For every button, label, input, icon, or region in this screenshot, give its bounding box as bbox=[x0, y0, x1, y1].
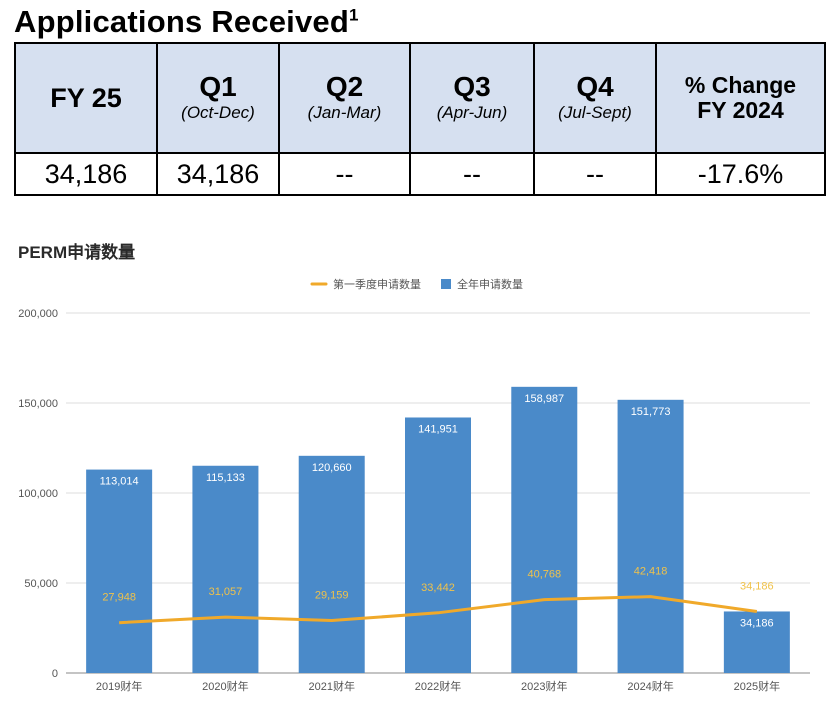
table-header-row: FY 25 Q1 (Oct-Dec) Q2 (Jan-Mar) Q3 (Apr-Jun… bbox=[14, 42, 826, 154]
y-tick-label: 50,000 bbox=[24, 578, 58, 590]
x-tick-label: 2023财年 bbox=[521, 679, 567, 693]
header-change: % Change FY 2024 bbox=[655, 42, 826, 154]
legend-line-label: 第一季度申请数量 bbox=[333, 277, 421, 291]
bar bbox=[192, 465, 259, 673]
bar-value-label: 115,133 bbox=[206, 472, 245, 484]
x-tick-label: 2019财年 bbox=[96, 679, 142, 693]
q4-label: Q4 bbox=[576, 71, 614, 102]
y-tick-label: 0 bbox=[52, 668, 58, 680]
table-value-row: 34,186 34,186 -- -- -- -17.6% bbox=[14, 152, 826, 196]
line-value-label: 33,442 bbox=[421, 582, 455, 594]
bar bbox=[617, 399, 684, 673]
q3-label: Q3 bbox=[453, 71, 491, 102]
bar bbox=[298, 455, 365, 673]
x-tick-label: 2021财年 bbox=[308, 679, 354, 693]
change-value: -17.6% bbox=[655, 152, 826, 196]
change-label-1: % Change bbox=[684, 72, 797, 98]
bar bbox=[405, 417, 471, 673]
header-q3: Q3 (Apr-Jun) bbox=[409, 42, 535, 154]
bar bbox=[511, 386, 578, 673]
page-title: Applications Received1 bbox=[14, 4, 359, 40]
x-tick-label: 2025财年 bbox=[734, 679, 780, 693]
header-q4: Q4 (Jul-Sept) bbox=[533, 42, 657, 154]
line-value-label: 31,057 bbox=[209, 586, 243, 598]
q2-value: -- bbox=[278, 152, 411, 196]
header-fy: FY 25 bbox=[14, 42, 158, 154]
q4-range: (Jul-Sept) bbox=[558, 103, 632, 122]
q1-value: 34,186 bbox=[156, 152, 280, 196]
q1-range: (Oct-Dec) bbox=[181, 103, 255, 122]
line-value-label: 42,418 bbox=[634, 566, 668, 578]
summary-table: FY 25 Q1 (Oct-Dec) Q2 (Jan-Mar) Q3 (Apr-Jun… bbox=[14, 42, 826, 196]
legend-bar-label: 全年申请数量 bbox=[457, 277, 523, 291]
line-value-label: 34,186 bbox=[740, 580, 774, 592]
line-value-label: 29,159 bbox=[315, 590, 349, 602]
bar-value-label: 120,660 bbox=[312, 462, 352, 474]
q4-value: -- bbox=[533, 152, 657, 196]
q3-value: -- bbox=[409, 152, 535, 196]
bar-value-label: 141,951 bbox=[418, 423, 458, 435]
bar-value-label: 34,186 bbox=[740, 617, 774, 629]
title-text: Applications Received bbox=[14, 4, 349, 39]
line-value-label: 27,948 bbox=[102, 592, 136, 604]
fy-value: 34,186 bbox=[14, 152, 158, 196]
x-tick-label: 2020财年 bbox=[202, 679, 248, 693]
q2-label: Q2 bbox=[325, 71, 364, 102]
perm-chart: 0 50,000 100,000 150,000 200,000 113,014 115,1… bbox=[18, 277, 810, 693]
header-q1: Q1 (Oct-Dec) bbox=[156, 42, 280, 154]
q3-range: (Apr-Jun) bbox=[436, 103, 508, 122]
title-footnote: 1 bbox=[348, 5, 359, 25]
bar-value-label: 151,773 bbox=[631, 406, 671, 418]
y-tick-label: 100,000 bbox=[18, 488, 58, 500]
legend-bar-swatch bbox=[441, 279, 451, 289]
bar-value-label: 113,014 bbox=[100, 476, 139, 488]
bar bbox=[86, 469, 153, 673]
bar-value-label: 158,987 bbox=[524, 393, 564, 405]
bar bbox=[723, 611, 790, 673]
header-q2: Q2 (Jan-Mar) bbox=[278, 42, 411, 154]
q2-range: (Jan-Mar) bbox=[307, 103, 382, 122]
y-tick-label: 200,000 bbox=[18, 308, 58, 320]
change-label-2: FY 2024 bbox=[697, 97, 784, 123]
line-value-label: 40,768 bbox=[527, 569, 561, 581]
y-tick-label: 150,000 bbox=[18, 398, 58, 410]
x-tick-label: 2022财年 bbox=[415, 679, 461, 693]
chart-title: PERM申请数量 bbox=[18, 243, 136, 262]
x-tick-label: 2024财年 bbox=[627, 679, 673, 693]
q1-label: Q1 bbox=[199, 71, 237, 102]
